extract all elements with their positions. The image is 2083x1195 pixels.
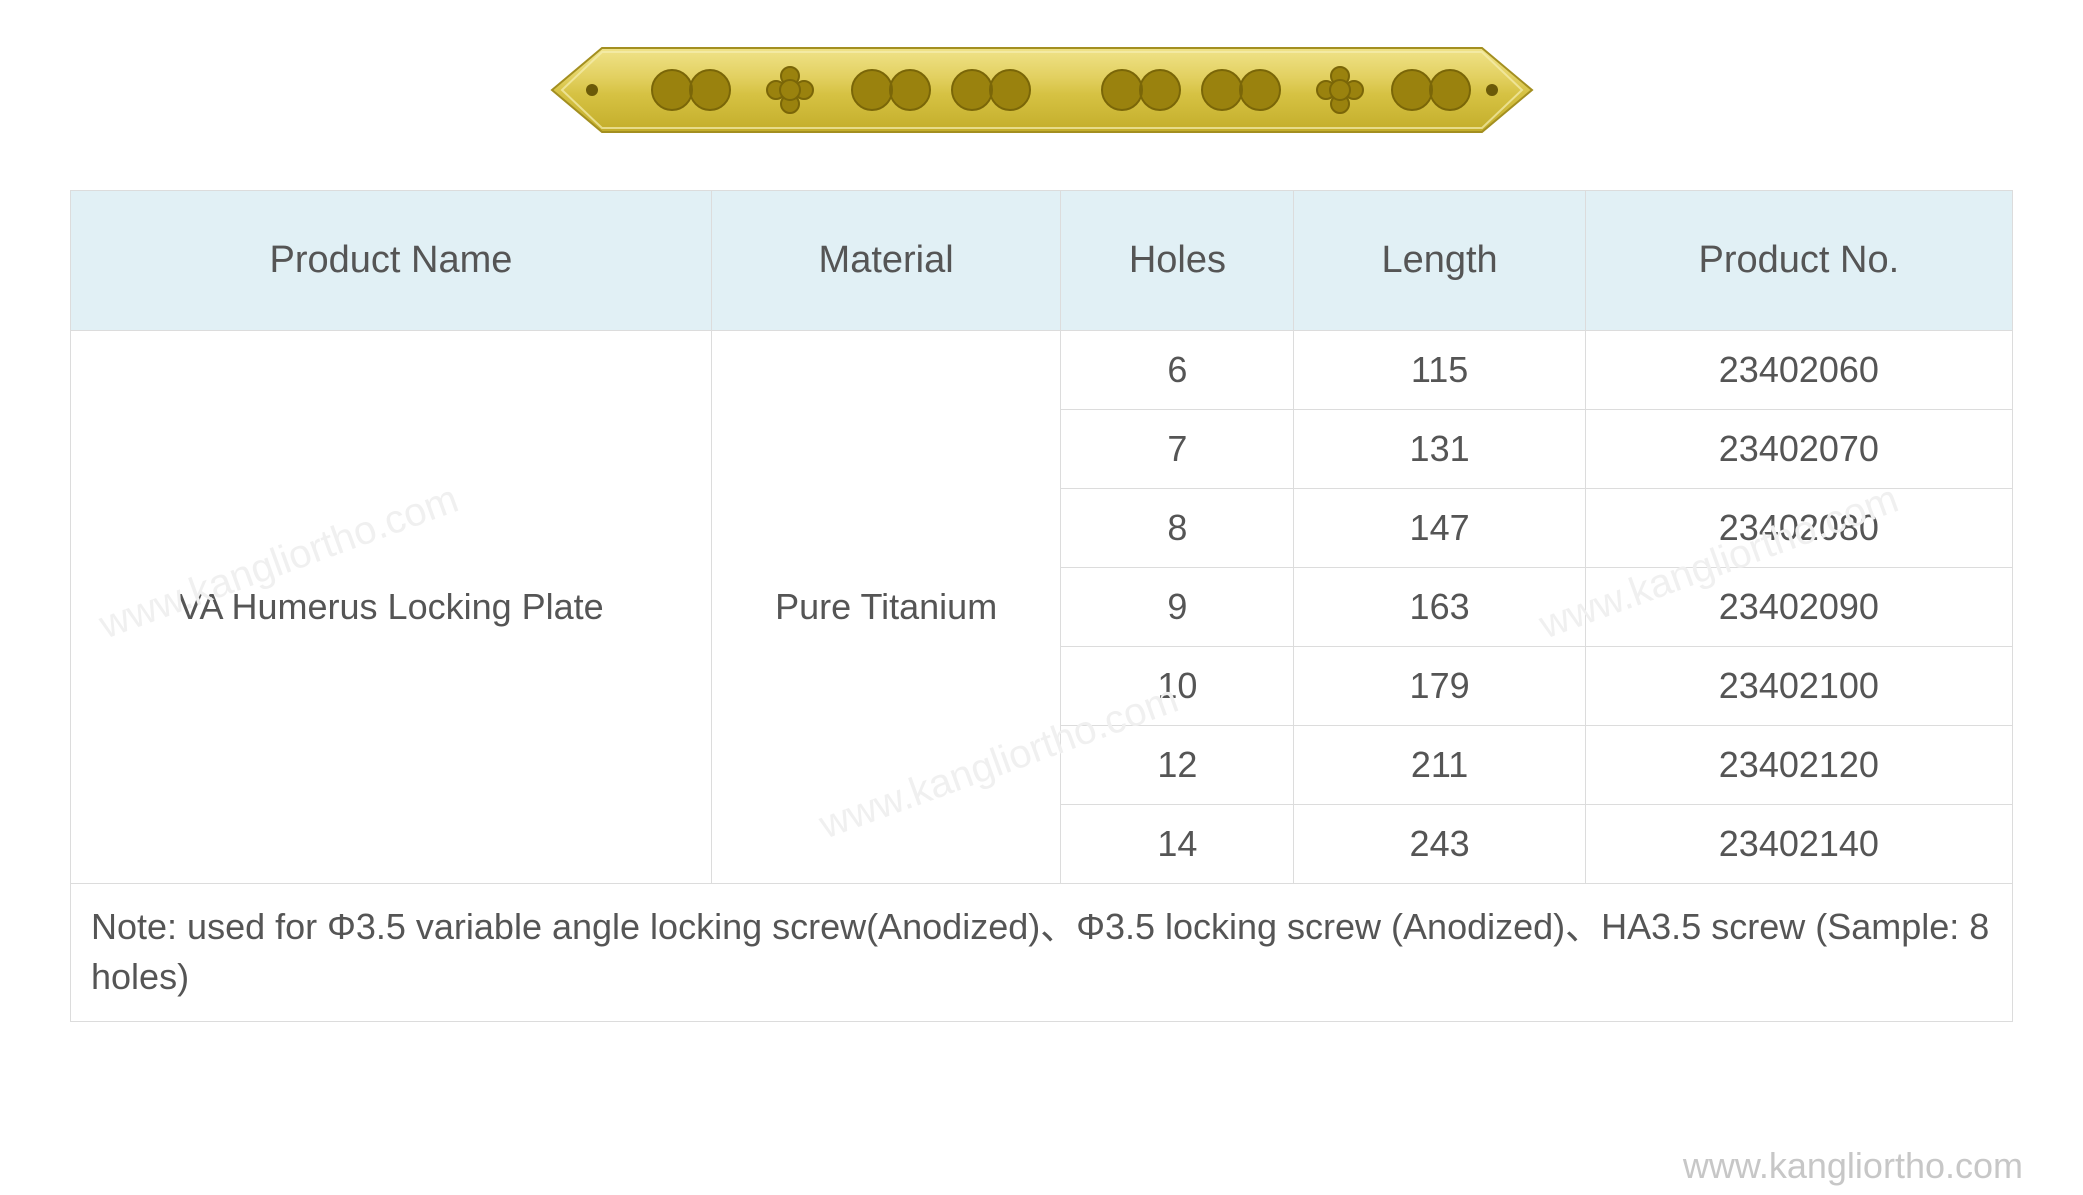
cell-length: 115 [1294,331,1585,410]
table-row: VA Humerus Locking Plate Pure Titanium 6… [71,331,2013,410]
cell-product-no: 23402120 [1585,726,2012,805]
cell-product-no: 23402060 [1585,331,2012,410]
cell-product-no: 23402140 [1585,805,2012,884]
cell-material: Pure Titanium [711,331,1061,884]
cell-product-no: 23402080 [1585,489,2012,568]
col-header-material: Material [711,191,1061,331]
cell-note: Note: used for Φ3.5 variable angle locki… [71,884,2013,1022]
product-image-region [0,0,2083,170]
locking-plate-illustration [542,30,1542,150]
cell-holes: 14 [1061,805,1294,884]
footer-url: www.kangliortho.com [1683,1145,2023,1187]
cell-holes: 12 [1061,726,1294,805]
cell-length: 163 [1294,568,1585,647]
cell-length: 147 [1294,489,1585,568]
cell-holes: 10 [1061,647,1294,726]
cell-holes: 8 [1061,489,1294,568]
cell-product-no: 23402100 [1585,647,2012,726]
table-header-row: Product Name Material Holes Length Produ… [71,191,2013,331]
cell-holes: 7 [1061,410,1294,489]
col-header-product-no: Product No. [1585,191,2012,331]
cell-product-no: 23402070 [1585,410,2012,489]
spec-table: Product Name Material Holes Length Produ… [70,190,2013,1022]
cell-length: 131 [1294,410,1585,489]
col-header-product-name: Product Name [71,191,712,331]
col-header-length: Length [1294,191,1585,331]
cell-holes: 6 [1061,331,1294,410]
cell-length: 243 [1294,805,1585,884]
cell-holes: 9 [1061,568,1294,647]
cell-length: 179 [1294,647,1585,726]
cell-length: 211 [1294,726,1585,805]
table-note-row: Note: used for Φ3.5 variable angle locki… [71,884,2013,1022]
spec-table-region: Product Name Material Holes Length Produ… [0,170,2083,1022]
col-header-holes: Holes [1061,191,1294,331]
cell-product-no: 23402090 [1585,568,2012,647]
cell-product-name: VA Humerus Locking Plate [71,331,712,884]
